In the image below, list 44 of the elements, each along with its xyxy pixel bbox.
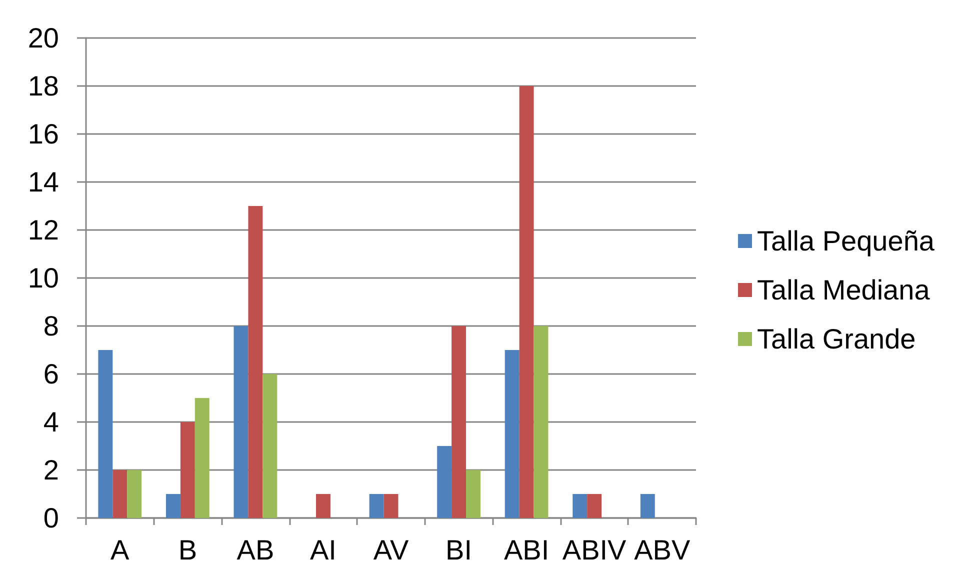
x-tick-label: BI xyxy=(446,534,472,566)
bar xyxy=(166,494,180,518)
x-tick-label: ABV xyxy=(634,534,690,566)
bar xyxy=(262,374,278,518)
y-tick-label: 18 xyxy=(28,70,59,102)
bar xyxy=(504,350,520,518)
bar xyxy=(572,494,588,518)
y-tick-label: 6 xyxy=(43,358,59,390)
bar xyxy=(180,422,195,518)
bar xyxy=(384,494,398,518)
bar xyxy=(234,326,248,518)
bar xyxy=(466,470,480,518)
y-tick-label: 2 xyxy=(43,454,59,486)
bar xyxy=(98,350,113,518)
bar xyxy=(127,470,142,518)
bar xyxy=(194,398,210,518)
y-tick-label: 14 xyxy=(28,166,59,198)
bar xyxy=(248,206,263,518)
x-tick-label: ABIV xyxy=(562,534,627,566)
bar xyxy=(640,494,655,518)
y-tick-label: 0 xyxy=(43,502,59,534)
legend-label: Talla Pequeña xyxy=(757,226,935,256)
y-tick-label: 4 xyxy=(43,406,59,438)
bar xyxy=(519,86,534,518)
bar xyxy=(316,494,330,518)
bar xyxy=(112,470,128,518)
bar xyxy=(437,446,452,518)
bar xyxy=(452,326,466,518)
y-tick-label: 12 xyxy=(28,214,59,246)
x-tick-label: AB xyxy=(236,534,274,566)
y-tick-label: 20 xyxy=(28,22,59,54)
x-tick-label: B xyxy=(178,534,198,566)
y-tick-label: 8 xyxy=(43,310,59,342)
legend-label: Talla Mediana xyxy=(757,274,930,306)
y-tick-label: 10 xyxy=(28,262,59,294)
x-tick-label: AI xyxy=(310,534,336,566)
x-tick-label: A xyxy=(110,534,130,566)
x-tick-label: ABI xyxy=(504,534,550,566)
x-tick-label: AV xyxy=(373,534,409,566)
bar xyxy=(534,326,548,518)
bar xyxy=(369,494,384,518)
bar xyxy=(587,494,602,518)
y-tick-label: 16 xyxy=(28,118,59,150)
legend-label: Talla Grande xyxy=(757,324,916,354)
